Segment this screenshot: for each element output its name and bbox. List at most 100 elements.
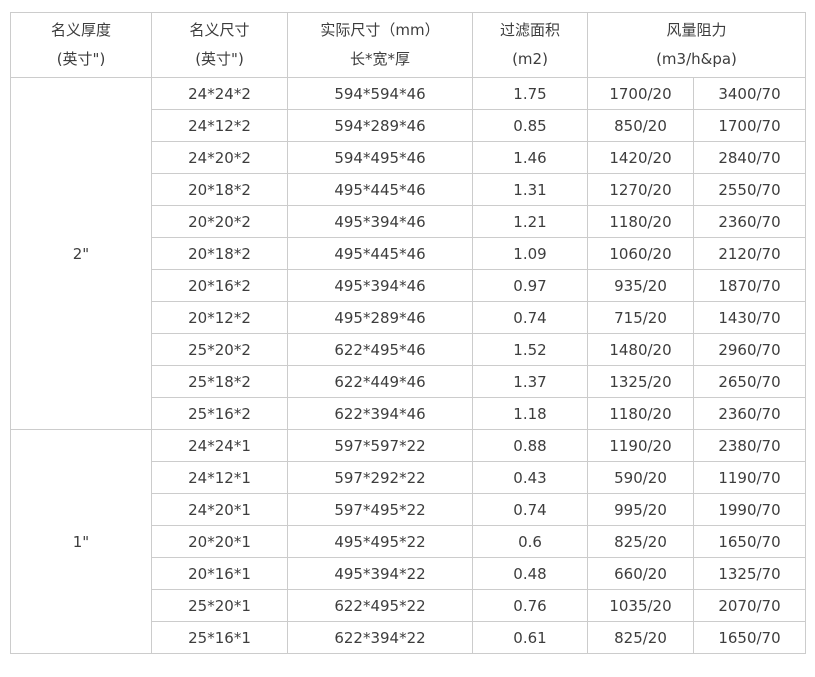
- cell-actual-size: 495*394*22: [287, 557, 473, 590]
- cell-actual-size: 495*394*46: [287, 205, 473, 238]
- header-actual-size: 实际尺寸（mm） 长*宽*厚: [287, 12, 473, 78]
- cell-airflow-70pa: 2650/70: [693, 365, 806, 398]
- cell-nominal-size: 24*24*1: [151, 429, 288, 462]
- cell-airflow-70pa: 1650/70: [693, 621, 806, 654]
- cell-airflow-20pa: 1190/20: [587, 429, 694, 462]
- cell-actual-size: 622*394*22: [287, 621, 473, 654]
- cell-filter-area: 0.74: [472, 301, 588, 334]
- cell-airflow-20pa: 715/20: [587, 301, 694, 334]
- cell-airflow-70pa: 2070/70: [693, 589, 806, 622]
- cell-nominal-size: 24*20*2: [151, 141, 288, 174]
- cell-filter-area: 1.52: [472, 333, 588, 366]
- cell-actual-size: 622*495*22: [287, 589, 473, 622]
- header-line: (英寸"): [195, 50, 244, 68]
- table-row: 24*12*1 597*292*22 0.43 590/20 1190/70: [11, 461, 806, 494]
- cell-airflow-70pa: 1325/70: [693, 557, 806, 590]
- table-row: 20*18*2 495*445*46 1.31 1270/20 2550/70: [11, 173, 806, 206]
- cell-airflow-70pa: 2550/70: [693, 173, 806, 206]
- cell-filter-area: 1.18: [472, 397, 588, 430]
- cell-airflow-70pa: 1990/70: [693, 493, 806, 526]
- cell-airflow-20pa: 590/20: [587, 461, 694, 494]
- filter-spec-table: 名义厚度 (英寸") 名义尺寸 (英寸") 实际尺寸（mm） 长*宽*厚 过滤面…: [10, 12, 806, 654]
- cell-airflow-70pa: 1650/70: [693, 525, 806, 558]
- cell-nominal-size: 24*20*1: [151, 493, 288, 526]
- cell-actual-size: 597*597*22: [287, 429, 473, 462]
- cell-filter-area: 0.6: [472, 525, 588, 558]
- cell-airflow-20pa: 995/20: [587, 493, 694, 526]
- cell-filter-area: 1.31: [472, 173, 588, 206]
- cell-filter-area: 0.48: [472, 557, 588, 590]
- cell-actual-size: 594*495*46: [287, 141, 473, 174]
- cell-nominal-size: 25*20*2: [151, 333, 288, 366]
- cell-filter-area: 0.97: [472, 269, 588, 302]
- header-line: 实际尺寸（mm）: [320, 21, 440, 39]
- header-filter-area: 过滤面积 (m2): [472, 12, 588, 78]
- cell-nominal-size: 24*12*1: [151, 461, 288, 494]
- cell-filter-area: 1.46: [472, 141, 588, 174]
- cell-airflow-70pa: 2960/70: [693, 333, 806, 366]
- cell-nominal-size: 25*18*2: [151, 365, 288, 398]
- cell-nominal-size: 20*16*1: [151, 557, 288, 590]
- cell-nominal-size: 20*18*2: [151, 237, 288, 270]
- cell-filter-area: 0.85: [472, 109, 588, 142]
- cell-actual-size: 495*289*46: [287, 301, 473, 334]
- header-line: 名义尺寸: [189, 21, 250, 39]
- header-nominal-size: 名义尺寸 (英寸"): [151, 12, 288, 78]
- cell-nominal-size: 25*16*1: [151, 621, 288, 654]
- cell-filter-area: 0.74: [472, 493, 588, 526]
- cell-nominal-size: 24*24*2: [151, 77, 288, 110]
- cell-actual-size: 594*594*46: [287, 77, 473, 110]
- cell-airflow-70pa: 2360/70: [693, 397, 806, 430]
- table-row: 2" 24*24*2 594*594*46 1.75 1700/20 3400/…: [10, 77, 806, 430]
- cell-airflow-20pa: 660/20: [587, 557, 694, 590]
- cell-actual-size: 594*289*46: [287, 109, 473, 142]
- cell-airflow-70pa: 1190/70: [693, 461, 806, 494]
- cell-filter-area: 0.43: [472, 461, 588, 494]
- cell-actual-size: 495*445*46: [287, 237, 473, 270]
- header-line: 名义厚度: [50, 21, 111, 39]
- header-line: 长*宽*厚: [349, 50, 410, 68]
- cell-actual-size: 597*292*22: [287, 461, 473, 494]
- header-row: 名义厚度 (英寸") 名义尺寸 (英寸") 实际尺寸（mm） 长*宽*厚 过滤面…: [10, 12, 806, 78]
- cell-nominal-size: 20*20*1: [151, 525, 288, 558]
- table-row: 24*20*1 597*495*22 0.74 995/20 1990/70: [11, 493, 806, 526]
- cell-airflow-70pa: 2840/70: [693, 141, 806, 174]
- cell-nominal-size: 25*20*1: [151, 589, 288, 622]
- cell-filter-area: 1.21: [472, 205, 588, 238]
- cell-airflow-70pa: 2380/70: [693, 429, 806, 462]
- cell-nominal-size: 25*16*2: [151, 397, 288, 430]
- cell-actual-size: 495*445*46: [287, 173, 473, 206]
- cell-airflow-70pa: 1430/70: [693, 301, 806, 334]
- header-airflow-resistance: 风量阻力 (m3/h&pa): [587, 12, 806, 78]
- cell-nominal-size: 20*16*2: [151, 269, 288, 302]
- table-row: 25*18*2 622*449*46 1.37 1325/20 2650/70: [11, 365, 806, 398]
- header-line: (英寸"): [56, 50, 106, 68]
- cell-airflow-20pa: 1180/20: [587, 397, 694, 430]
- cell-airflow-20pa: 1035/20: [587, 589, 694, 622]
- cell-filter-area: 0.76: [472, 589, 588, 622]
- cell-nominal-size: 20*12*2: [151, 301, 288, 334]
- header-line: (m2): [512, 50, 548, 68]
- cell-filter-area: 0.88: [472, 429, 588, 462]
- table-row: 1" 24*24*1 597*597*22 0.88 1190/20 2380/…: [10, 429, 806, 654]
- cell-airflow-20pa: 1270/20: [587, 173, 694, 206]
- cell-airflow-20pa: 1480/20: [587, 333, 694, 366]
- cell-nominal-size: 20*18*2: [151, 173, 288, 206]
- cell-actual-size: 622*394*46: [287, 397, 473, 430]
- cell-nominal-thickness: 2": [10, 77, 152, 430]
- cell-airflow-70pa: 1870/70: [693, 269, 806, 302]
- cell-airflow-20pa: 1060/20: [587, 237, 694, 270]
- table-row: 20*16*2 495*394*46 0.97 935/20 1870/70: [11, 269, 806, 302]
- header-line: 风量阻力: [666, 21, 727, 39]
- cell-airflow-70pa: 2120/70: [693, 237, 806, 270]
- header-nominal-thickness: 名义厚度 (英寸"): [10, 12, 152, 78]
- table-row: 24*12*2 594*289*46 0.85 850/20 1700/70: [11, 109, 806, 142]
- table-row: 25*16*1 622*394*22 0.61 825/20 1650/70: [11, 621, 806, 654]
- header-line: (m3/h&pa): [656, 50, 737, 68]
- cell-airflow-20pa: 850/20: [587, 109, 694, 142]
- cell-actual-size: 622*449*46: [287, 365, 473, 398]
- cell-airflow-20pa: 825/20: [587, 525, 694, 558]
- cell-actual-size: 495*394*46: [287, 269, 473, 302]
- table-row: 24*20*2 594*495*46 1.46 1420/20 2840/70: [11, 141, 806, 174]
- table-row: 20*20*2 495*394*46 1.21 1180/20 2360/70: [11, 205, 806, 238]
